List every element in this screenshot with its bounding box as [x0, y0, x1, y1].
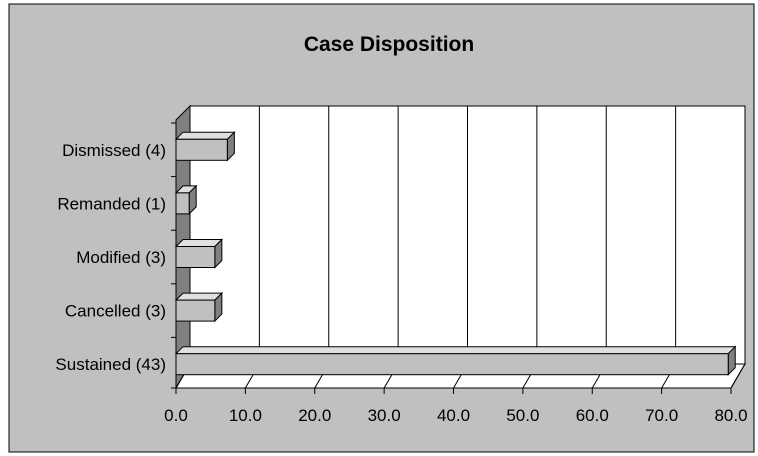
x-tick-label: 30.0 — [368, 406, 401, 425]
bar — [175, 353, 729, 376]
bar — [175, 138, 228, 161]
category-label: Cancelled (3) — [65, 302, 166, 321]
bar-group — [174, 184, 198, 216]
bar — [175, 299, 216, 322]
bar-top — [174, 292, 224, 301]
bar-group — [174, 291, 224, 323]
bar-top — [174, 346, 737, 355]
chart-title: Case Disposition — [304, 33, 474, 56]
x-tick-label: 50.0 — [506, 406, 539, 425]
bar — [175, 246, 216, 268]
x-tick-label: 80.0 — [714, 406, 747, 425]
category-label: Modified (3) — [76, 248, 166, 267]
bar-group — [174, 131, 236, 162]
x-tick-label: 60.0 — [576, 406, 609, 425]
category-label: Dismissed (4) — [62, 141, 166, 160]
x-tick-label: 10.0 — [229, 406, 262, 425]
category-label: Remanded (1) — [57, 194, 166, 213]
floor-gridline — [730, 363, 746, 389]
bar-top — [174, 239, 224, 247]
x-tick-label: 20.0 — [298, 406, 331, 425]
plot-area: 0.0 10.0 20.0 30.0 40.0 50.0 60.0 70.0 80.0 Dismi… — [55, 104, 748, 425]
bar-top — [174, 131, 236, 140]
bar-group — [174, 345, 737, 376]
x-tick-label: 70.0 — [645, 406, 678, 425]
bar-group — [174, 238, 224, 269]
x-tick-label: 40.0 — [437, 406, 470, 425]
category-label: Sustained (43) — [55, 355, 166, 374]
x-tick-label: 0.0 — [164, 406, 188, 425]
bar — [175, 192, 190, 215]
